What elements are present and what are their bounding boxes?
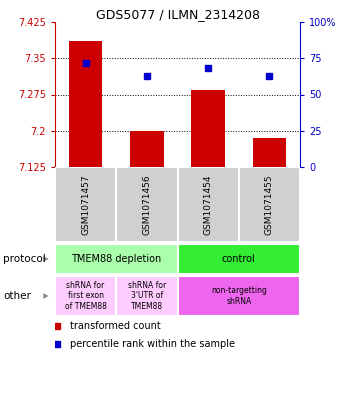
Text: non-targetting
shRNA: non-targetting shRNA (211, 286, 267, 306)
Text: transformed count: transformed count (70, 321, 160, 331)
Bar (239, 167, 300, 242)
Title: GDS5077 / ILMN_2314208: GDS5077 / ILMN_2314208 (96, 8, 259, 21)
Text: GSM1071454: GSM1071454 (204, 174, 212, 235)
Bar (55, 276, 116, 316)
Text: TMEM88 depletion: TMEM88 depletion (71, 254, 162, 264)
Bar (55, 244, 177, 274)
Bar (116, 167, 177, 242)
Text: GSM1071455: GSM1071455 (265, 174, 274, 235)
Text: GSM1071456: GSM1071456 (142, 174, 151, 235)
Bar (253, 138, 286, 167)
Bar (130, 131, 164, 167)
Bar (69, 41, 102, 167)
Text: GSM1071457: GSM1071457 (81, 174, 90, 235)
Text: control: control (222, 254, 256, 264)
Bar (177, 167, 239, 242)
Text: protocol: protocol (3, 254, 46, 264)
Text: shRNA for
3'UTR of
TMEM88: shRNA for 3'UTR of TMEM88 (128, 281, 166, 311)
Text: other: other (3, 291, 31, 301)
Bar (177, 244, 300, 274)
Text: shRNA for
first exon
of TMEM88: shRNA for first exon of TMEM88 (65, 281, 106, 311)
Bar (55, 167, 116, 242)
Text: percentile rank within the sample: percentile rank within the sample (70, 339, 235, 349)
Bar (116, 276, 177, 316)
Bar (177, 276, 300, 316)
Bar (191, 90, 225, 167)
